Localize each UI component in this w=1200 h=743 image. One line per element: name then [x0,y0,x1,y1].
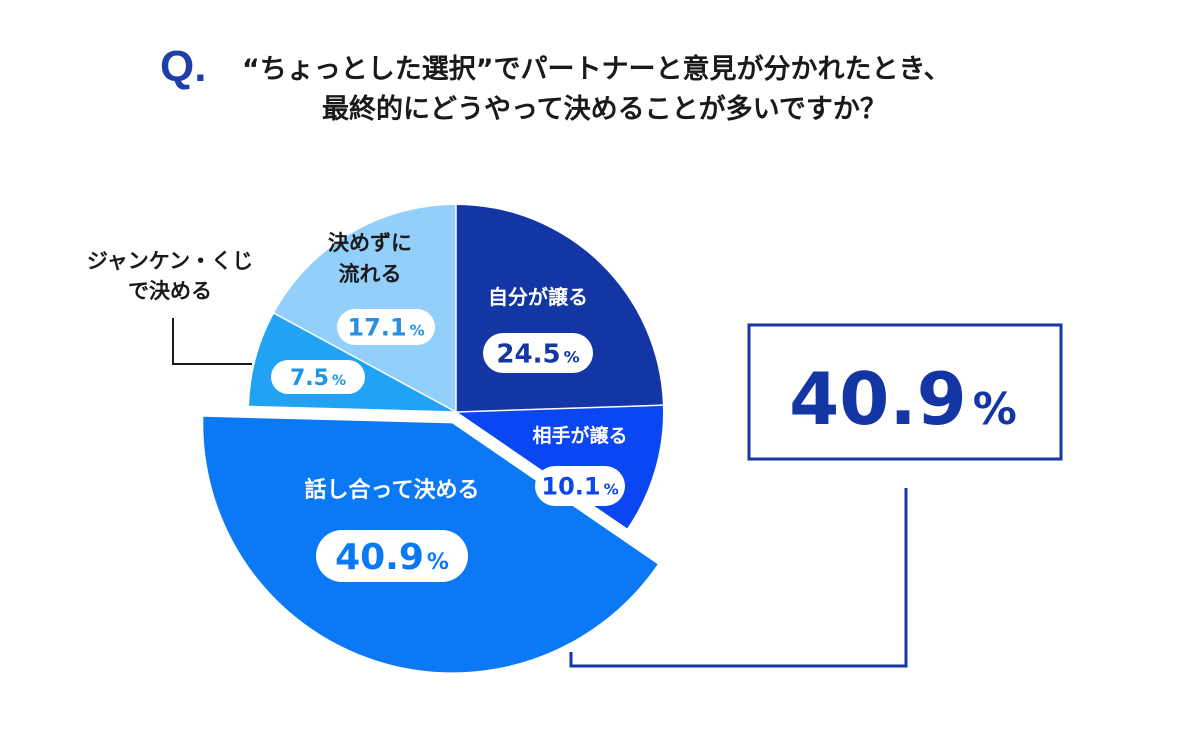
slice-labels: 自分が譲る 24.5 % 相手が譲る 10.1 % 話し合って決める 40.9 % ジャンケン・く… [87,231,628,582]
value-pill [316,530,468,582]
question-mark: Q. [160,42,207,91]
slice-separators [249,205,663,530]
slice-value-label: 7.5% [290,366,346,391]
highlight-value: 40.9% [789,357,1017,441]
pie-slice [274,205,456,412]
highlight-connector-line [569,488,908,668]
slice-category-label: ジャンケン・くじ [87,249,253,273]
slice-value-label: 40.9% [335,537,449,578]
question-text: “ちょっとした選択”でパートナーと意見が分かれたとき、 最終的にどうやって決める… [242,50,951,130]
slice-category-label: 流れる [339,262,402,286]
highlight-box [747,323,1063,461]
slice-separator [455,404,663,413]
slice-value-label: 17.1% [347,314,424,342]
slice-separator [455,411,628,530]
slice-value-label: 24.5% [496,339,579,369]
slice-separator [273,312,457,413]
value-pill [483,333,593,373]
value-pill [271,360,365,394]
slice-category-label: 自分が譲る [488,285,588,309]
slice-value-label: 10.1% [541,473,618,501]
question-line-1: “ちょっとした選択”でパートナーと意見が分かれたとき、 [242,54,951,85]
question-line-2: 最終的にどうやって決めることが多いですか？ [322,94,887,125]
value-pill [337,309,435,345]
slice-separator [249,405,457,413]
slice-category-label: で決める [128,279,212,303]
slice-category-label: 相手が譲る [532,424,627,447]
slice-category-label: 決めずに [328,231,412,255]
callout-leader-line [172,318,252,365]
value-pill [535,466,625,506]
slice-category-label: 話し合って決める [305,477,480,503]
